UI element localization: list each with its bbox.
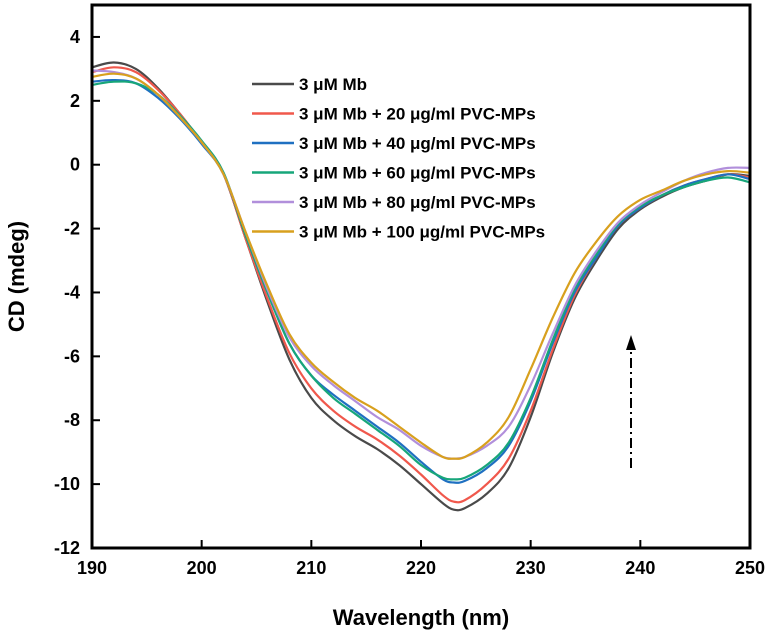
legend-label-5: 3 μM Mb + 80 μg/ml PVC-MPs — [299, 193, 536, 212]
y-axis-title: CD (mdeg) — [4, 221, 29, 332]
x-tick-label: 240 — [625, 558, 655, 578]
x-axis-title: Wavelength (nm) — [333, 605, 509, 630]
y-tick-label: 0 — [70, 155, 80, 175]
y-tick-label: -4 — [64, 282, 80, 302]
y-tick-label: -6 — [64, 346, 80, 366]
y-tick-label: -10 — [54, 474, 80, 494]
x-tick-label: 220 — [406, 558, 436, 578]
arrow-head-icon — [626, 335, 636, 350]
legend-label-4: 3 μM Mb + 60 μg/ml PVC-MPs — [299, 164, 536, 183]
legend-label-6: 3 μM Mb + 100 μg/ml PVC-MPs — [299, 223, 545, 242]
ticks-layer: 190 200 210 220 230 240 250 4 2 0 -2 -4 -6 -8 -10 -12 — [54, 27, 765, 578]
plot-frame — [90, 3, 752, 550]
legend-label-3: 3 μM Mb + 40 μg/ml PVC-MPs — [299, 134, 536, 153]
y-tick-label: -12 — [54, 538, 80, 558]
x-tick-label: 200 — [187, 558, 217, 578]
x-tick-label: 190 — [77, 558, 107, 578]
y-tick-label: 2 — [70, 91, 80, 111]
annotation-layer — [626, 335, 636, 468]
x-tick-label: 250 — [735, 558, 765, 578]
y-tick-label: -8 — [64, 410, 80, 430]
y-tick-label: 4 — [70, 27, 80, 47]
legend-label-2: 3 μM Mb + 20 μg/ml PVC-MPs — [299, 105, 536, 124]
legend-label-1: 3 μM Mb — [299, 75, 367, 94]
series-layer — [91, 61, 751, 512]
legend: 3 μM Mb 3 μM Mb + 20 μg/ml PVC-MPs 3 μM Mb… — [252, 75, 545, 242]
x-tick-label: 230 — [516, 558, 546, 578]
y-tick-label: -2 — [64, 219, 80, 239]
series-line-2 — [91, 66, 751, 504]
x-tick-label: 210 — [296, 558, 326, 578]
series-line-6 — [91, 72, 751, 460]
